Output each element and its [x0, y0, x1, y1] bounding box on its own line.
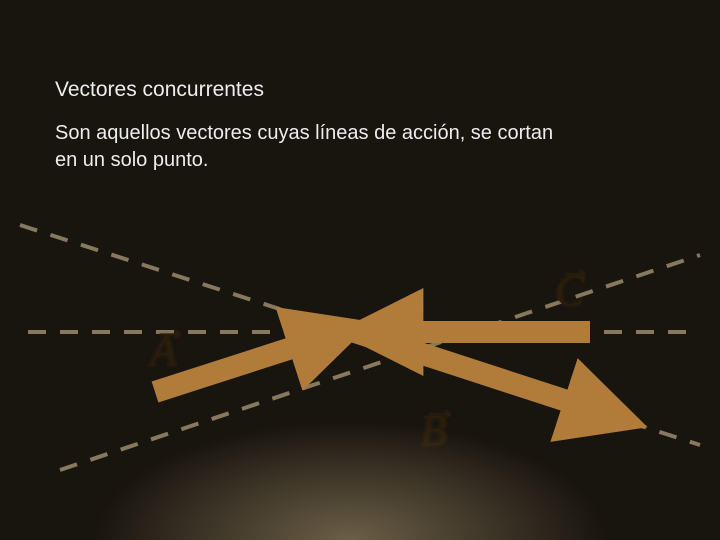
vector-label-A: →A: [150, 325, 177, 376]
vector-label-B: →B: [420, 405, 447, 456]
vector-arrow-overhead-icon: →: [152, 307, 182, 349]
vector-label-C: →C: [555, 265, 584, 316]
lines-of-action-group: [20, 225, 700, 470]
slide: Vectores concurrentes Son aquellos vecto…: [0, 0, 720, 540]
vector-arrow-overhead-icon: →: [422, 387, 452, 429]
vector-arrow-B: [355, 332, 610, 415]
vector-diagram: [0, 0, 720, 540]
vector-arrow-A: [155, 334, 335, 392]
vector-arrow-overhead-icon: →: [557, 247, 587, 289]
vector-arrows-group: [155, 332, 610, 415]
